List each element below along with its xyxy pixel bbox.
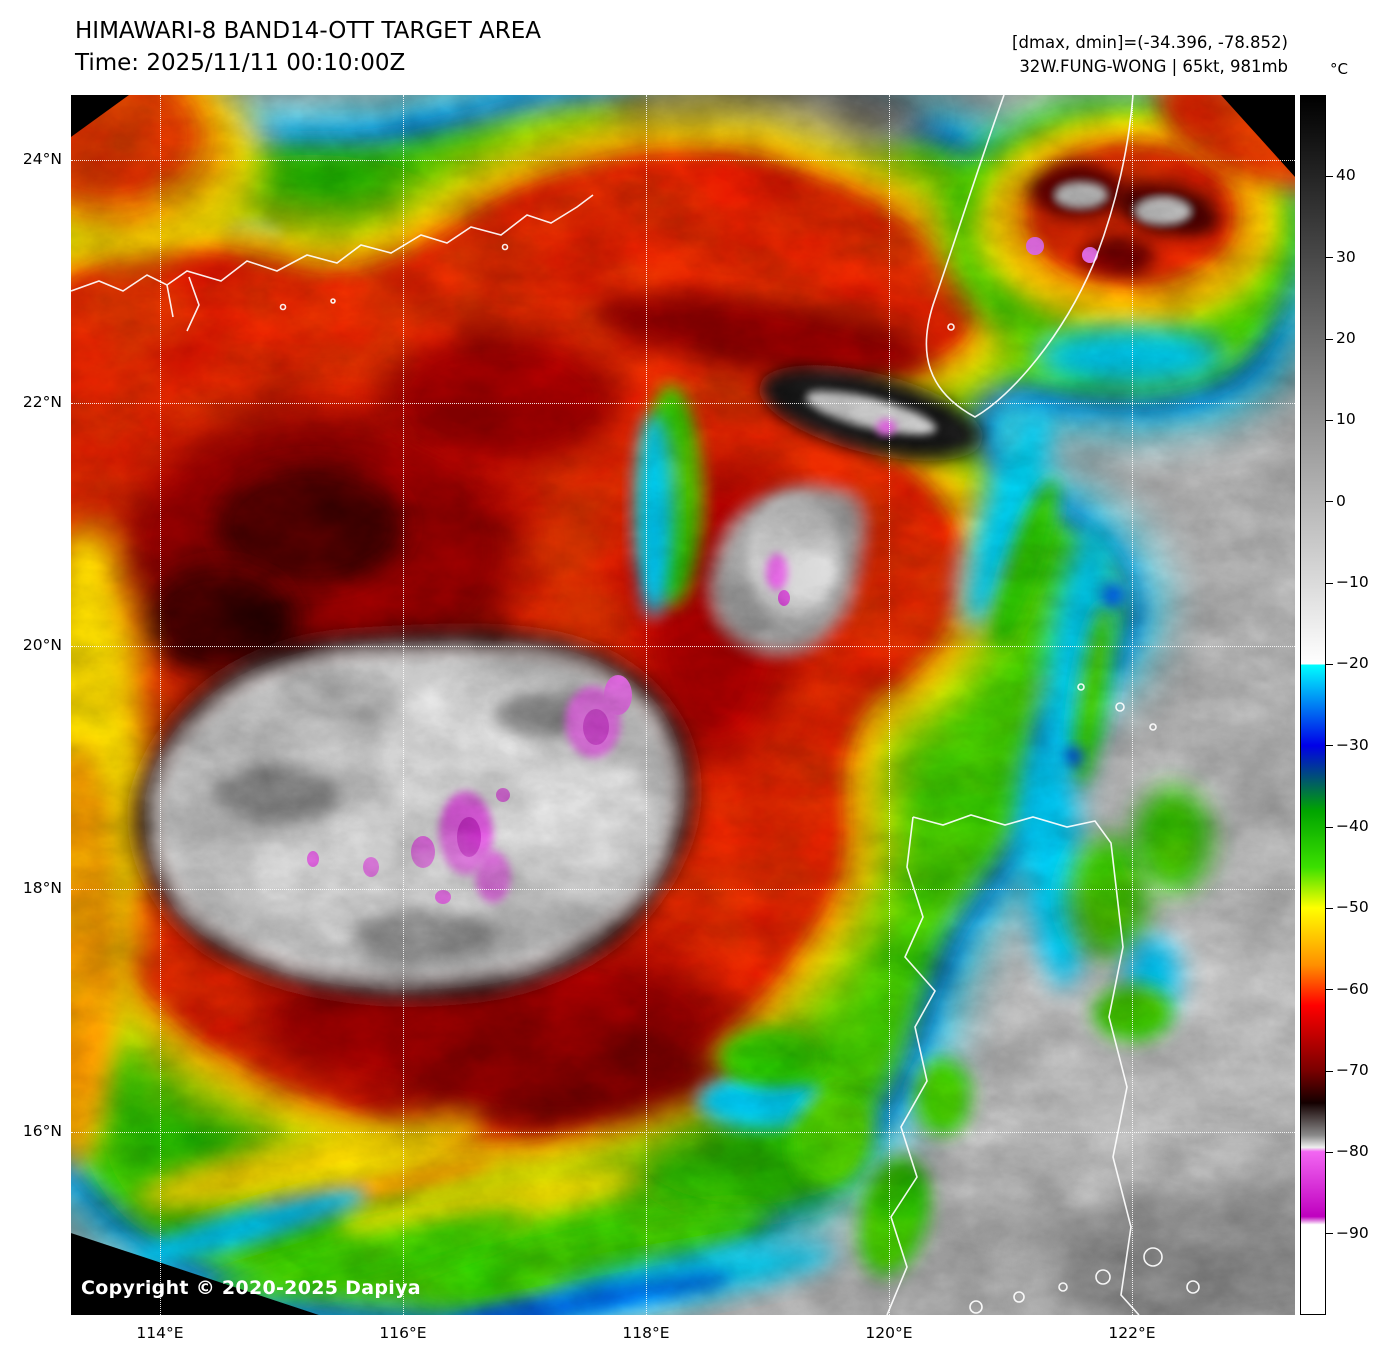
colorbar-tick-label: −10 — [1336, 573, 1369, 591]
lon-tick-label: 120°E — [865, 1324, 913, 1342]
lon-tick-label: 114°E — [136, 1324, 184, 1342]
colorbar-tick-label: −90 — [1336, 1223, 1369, 1242]
colorbar-tick-label: −50 — [1336, 898, 1369, 917]
time-label: Time: 2025/11/11 00:10:00Z — [75, 50, 406, 76]
lat-tick-label: 18°N — [22, 878, 62, 897]
storm-info-annotation: 32W.FUNG-WONG | 65kt, 981mb — [1019, 57, 1288, 76]
colorbar-tick-mark — [1326, 257, 1333, 259]
lon-tick-label: 118°E — [622, 1324, 670, 1342]
colorbar-tick-mark — [1326, 907, 1333, 909]
colorbar-tick-label: 30 — [1336, 247, 1356, 266]
coastlines — [71, 95, 1200, 1315]
colorbar-tick-mark — [1326, 338, 1333, 340]
colorbar-tick-mark — [1326, 826, 1333, 828]
colorbar-tick-mark — [1326, 175, 1333, 177]
luzon-west-coastline — [886, 816, 936, 1315]
colorbar-tick-mark — [1326, 989, 1333, 991]
colorbar-tick-mark — [1326, 663, 1333, 665]
colorbar-tick-label: −20 — [1336, 654, 1369, 673]
satellite-image — [71, 95, 1295, 1315]
colorbar-tick-label: −40 — [1336, 817, 1369, 835]
china-coastline — [71, 194, 594, 292]
colorbar-tick-label: −70 — [1336, 1061, 1369, 1079]
colorbar-tick-label: 40 — [1336, 166, 1356, 185]
lon-tick-label: 122°E — [1108, 1324, 1156, 1342]
lat-tick-label: 22°N — [22, 392, 62, 411]
colorbar-tick-label: 10 — [1336, 410, 1356, 429]
page-title: HIMAWARI-8 BAND14-OTT TARGET AREA — [75, 18, 542, 44]
temperature-colorbar — [1300, 95, 1326, 1315]
colorbar-tick-label: −30 — [1336, 735, 1369, 754]
lat-tick-label: 24°N — [22, 149, 62, 168]
luzon-north-east-coastline — [912, 814, 1140, 1315]
colorbar-tick-label: −60 — [1336, 979, 1369, 998]
lat-tick-label: 16°N — [22, 1121, 62, 1140]
colorbar-unit-label: °C — [1330, 60, 1348, 78]
lon-tick-label: 116°E — [379, 1324, 427, 1342]
copyright-label: Copyright © 2020-2025 Dapiya — [81, 1277, 421, 1299]
colorbar-tick-mark — [1326, 1151, 1333, 1153]
colorbar-tick-mark — [1326, 745, 1333, 747]
colorbar-tick-label: −80 — [1336, 1142, 1369, 1161]
lat-tick-label: 20°N — [22, 635, 62, 654]
colorbar-tick-mark — [1326, 1070, 1333, 1072]
map-plot-area: Copyright © 2020-2025 Dapiya — [71, 95, 1295, 1315]
colorbar-tick-mark — [1326, 419, 1333, 421]
colorbar-tick-label: 20 — [1336, 329, 1356, 347]
colorbar-tick-mark — [1326, 582, 1333, 584]
taiwan-coastline — [925, 95, 1134, 418]
colorbar-tick-label: 0 — [1336, 491, 1346, 510]
colorbar-tick-mark — [1326, 501, 1333, 503]
dmax-dmin-annotation: [dmax, dmin]=(-34.396, -78.852) — [1012, 33, 1288, 52]
colorbar-tick-mark — [1326, 1233, 1333, 1235]
cloud-texture-dark — [71, 95, 1295, 1315]
